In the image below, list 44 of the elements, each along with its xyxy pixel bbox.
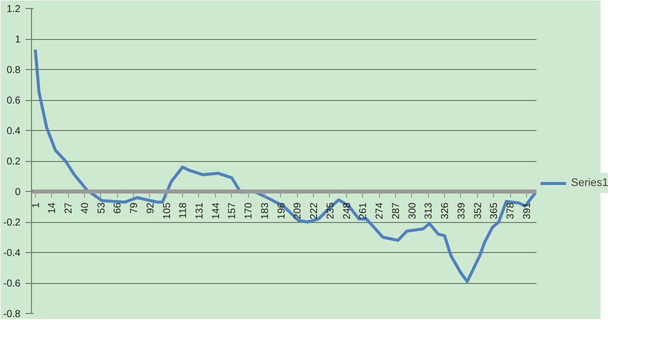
- x-tick-label: 326: [440, 202, 452, 220]
- x-tick-label: 92: [145, 202, 156, 214]
- x-tick-label: 183: [260, 202, 271, 220]
- x-tick-label: 53: [96, 202, 108, 214]
- x-tick-label: 118: [178, 202, 190, 218]
- x-tick-label: 27: [64, 202, 75, 214]
- x-tick-label: 248: [342, 202, 353, 220]
- x-tick-label: 313: [424, 202, 435, 220]
- y-tick-label: -0.4: [3, 248, 21, 259]
- x-tick-label: 14: [47, 202, 58, 214]
- x-tick-label: 391: [522, 202, 533, 220]
- x-tick-label: 209: [292, 202, 304, 220]
- x-tick-label: 1: [30, 202, 42, 208]
- y-tick-label: 1.2: [6, 4, 21, 15]
- y-tick-label: 0.8: [6, 65, 21, 76]
- x-tick-label: 365: [489, 202, 500, 220]
- x-tick-label: 157: [227, 202, 238, 220]
- x-tick-label: 235: [325, 202, 336, 220]
- y-tick-label: 0.4: [6, 126, 21, 137]
- y-tick-label: 0.6: [6, 96, 21, 106]
- y-tick-label: -0.8: [3, 309, 21, 320]
- x-tick-label: 131: [194, 202, 206, 220]
- x-tick-label: 66: [112, 202, 124, 214]
- y-tick-label: 0.2: [6, 156, 21, 168]
- y-tick-label: 1: [14, 34, 21, 46]
- x-tick-label: 105: [162, 202, 173, 220]
- y-tick-label: 0: [14, 187, 21, 198]
- x-tick-label: 339: [456, 202, 468, 220]
- x-tick-label: 287: [390, 202, 402, 220]
- x-tick-label: 170: [244, 202, 255, 220]
- legend-label: Series1: [571, 177, 608, 189]
- x-tick-label: 222: [309, 202, 320, 220]
- x-tick-label: 300: [407, 202, 418, 220]
- x-tick-label: 196: [276, 202, 288, 220]
- x-tick-label: 274: [374, 202, 386, 220]
- x-tick-label: 40: [80, 202, 91, 214]
- x-tick-label: 352: [472, 202, 484, 220]
- line-series: [34, 48, 536, 283]
- x-tick-label: 261: [358, 202, 370, 220]
- x-tick-label: 144: [210, 202, 222, 220]
- x-tick-label: 378: [506, 202, 517, 220]
- x-tick-label: 79: [129, 202, 140, 214]
- y-tick-label: -0.2: [3, 218, 21, 228]
- y-tick-label: -0.6: [3, 278, 21, 290]
